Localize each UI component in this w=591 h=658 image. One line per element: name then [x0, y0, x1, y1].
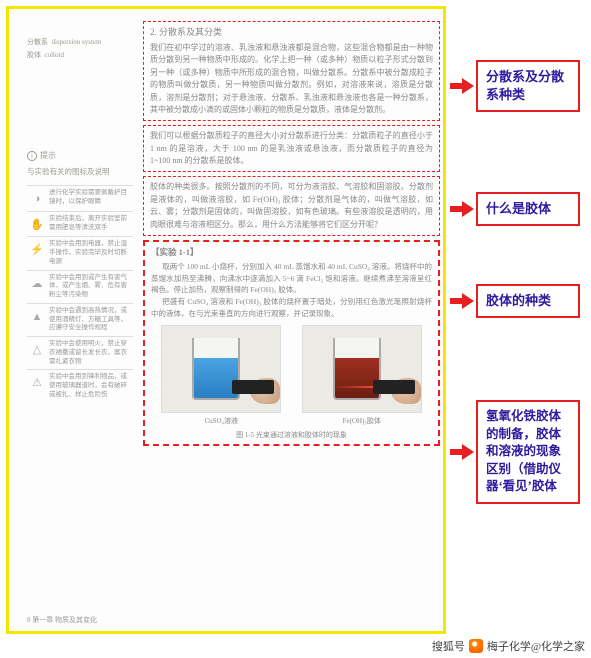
beaker-photo	[302, 325, 422, 413]
tip-heading: i提示	[27, 150, 133, 162]
main-column: 2. 分散系及其分类 我们在初中学过的溶液、乳浊液和悬浊液都是混合物，这些混合物…	[139, 9, 444, 631]
symbol-row: ☁实验中会用到或产生有害气体，或产生烟、雾、危有害粉尘等污染物	[27, 270, 133, 303]
sohu-logo-icon	[469, 639, 483, 653]
arrow-right-icon	[450, 294, 476, 308]
arrow-right-icon	[450, 445, 476, 459]
laser-pointer-icon	[373, 380, 415, 394]
symbol-row: ✋实验结束后，离开实验室前需用肥皂等清洗双手	[27, 211, 133, 237]
beaker-photo	[161, 325, 281, 413]
annotation-layer: 分散系及分散系种类 什么是胶体 胶体的种类 氢氧化铁胶体的制备，胶体和溶液的现象…	[450, 0, 588, 658]
symbol-row: ▲实验中会遇到高热情况，或使用酒精灯、方糖工具等，应遵守安全操作规程	[27, 303, 133, 336]
electric-icon: ⚡	[27, 240, 47, 259]
textbook-page: 分散系 dispersion system 胶体 colloid i提示 与实验…	[6, 6, 446, 634]
watermark-author: 梅子化学@化学之家	[487, 638, 585, 654]
experiment-block: 【实验 1-1】 取两个 100 mL 小烧杯，分别加入 40 mL 蒸馏水和 …	[143, 240, 440, 446]
tip-subtitle: 与实验有关的图标及说明	[27, 166, 133, 177]
symbol-table: ◑进行化学实验需要佩戴护目镜时，以保护眼睛 ✋实验结束后，离开实验室前需用肥皂等…	[27, 185, 133, 402]
paragraph-text: 我们可以根据分散质粒子的直径大小对分散系进行分类：分散质粒子的直径小于 1 nm…	[150, 130, 433, 167]
figure-caption: 图 1-5 光束通过溶液和胶体时的现象	[151, 430, 432, 440]
paragraph-block-2: 我们可以根据分散质粒子的直径大小对分散系进行分类：分散质粒子的直径小于 1 nm…	[143, 125, 440, 172]
margin-column: 分散系 dispersion system 胶体 colloid i提示 与实验…	[9, 9, 139, 631]
symbol-row: ◑进行化学实验需要佩戴护目镜时，以保护眼睛	[27, 185, 133, 211]
experiment-image-right: Fe(OH)₃胶体	[302, 325, 422, 426]
experiment-header: 【实验 1-1】	[151, 246, 432, 258]
arrow-right-icon	[450, 202, 476, 216]
annotation: 什么是胶体	[450, 192, 580, 226]
term-zh: 胶体	[27, 51, 41, 59]
fire-icon: △	[27, 340, 47, 359]
symbol-row: ⚡实验中会用到电器，禁止湿手操作，实验完毕及时切断电源	[27, 236, 133, 269]
experiment-step-1: 取两个 100 mL 小烧杯，分别加入 40 mL 蒸馏水和 40 mL CuS…	[151, 261, 432, 296]
paragraph-text: 我们在初中学过的溶液、乳浊液和悬浊液都是混合物，这些混合物都是由一种物质分散到另…	[150, 42, 433, 116]
margin-terms: 分散系 dispersion system 胶体 colloid	[27, 37, 133, 60]
image-caption: CuSO₄溶液	[161, 416, 281, 426]
annotation-box: 什么是胶体	[476, 192, 580, 226]
info-icon: i	[27, 151, 37, 161]
laser-pointer-icon	[232, 380, 274, 394]
annotation-box: 氢氧化铁胶体的制备，胶体和溶液的现象区别（借助仪器‘看见’胶体	[476, 400, 580, 504]
symbol-row: △实验中会使用明火，禁止穿衣裙撒或留长发长衣，案衣需扎紧衣物	[27, 336, 133, 369]
annotation-box: 胶体的种类	[476, 284, 580, 318]
watermark-source: 搜狐号	[432, 638, 465, 654]
annotation: 氢氧化铁胶体的制备，胶体和溶液的现象区别（借助仪器‘看见’胶体	[450, 400, 580, 504]
annotation: 分散系及分散系种类	[450, 60, 580, 112]
vent-icon: ☁	[27, 274, 47, 293]
symbol-row: ⚠实验中会用到锋利物品，或使用玻璃器道时，会有破碎或被扎、样止危险伤	[27, 369, 133, 402]
paragraph-block-1: 2. 分散系及其分类 我们在初中学过的溶液、乳浊液和悬浊液都是混合物，这些混合物…	[143, 21, 440, 121]
annotation: 胶体的种类	[450, 284, 580, 318]
experiment-image-left: CuSO₄溶液	[161, 325, 281, 426]
annotation-box: 分散系及分散系种类	[476, 60, 580, 112]
page-footer: 8 第一章 物质及其变化	[27, 615, 97, 626]
heat-icon: ▲	[27, 307, 47, 326]
sharp-icon: ⚠	[27, 373, 47, 392]
experiment-step-2: 把盛有 CuSO₄ 溶液和 Fe(OH)₃ 胶体的烧杯置于暗处，分别用红色激光笔…	[151, 296, 432, 319]
experiment-images: CuSO₄溶液 Fe(OH)₃胶体	[151, 325, 432, 426]
section-title: 2. 分散系及其分类	[150, 26, 433, 40]
image-caption: Fe(OH)₃胶体	[302, 416, 422, 426]
tyndall-beam-icon	[333, 386, 375, 388]
term-zh: 分散系	[27, 38, 48, 46]
paragraph-text: 胶体的种类很多。按照分散剂的不同，可分为液溶胶、气溶胶和固溶胶。分散剂是液体的，…	[150, 181, 433, 231]
paragraph-block-3: 胶体的种类很多。按照分散剂的不同，可分为液溶胶、气溶胶和固溶胶。分散剂是液体的，…	[143, 176, 440, 236]
wash-icon: ✋	[27, 215, 47, 234]
goggles-icon: ◑	[27, 189, 47, 208]
watermark: 搜狐号 梅子化学@化学之家	[432, 638, 585, 654]
arrow-right-icon	[450, 79, 476, 93]
term-en: dispersion system	[52, 38, 102, 46]
term-en: colloid	[45, 51, 64, 59]
